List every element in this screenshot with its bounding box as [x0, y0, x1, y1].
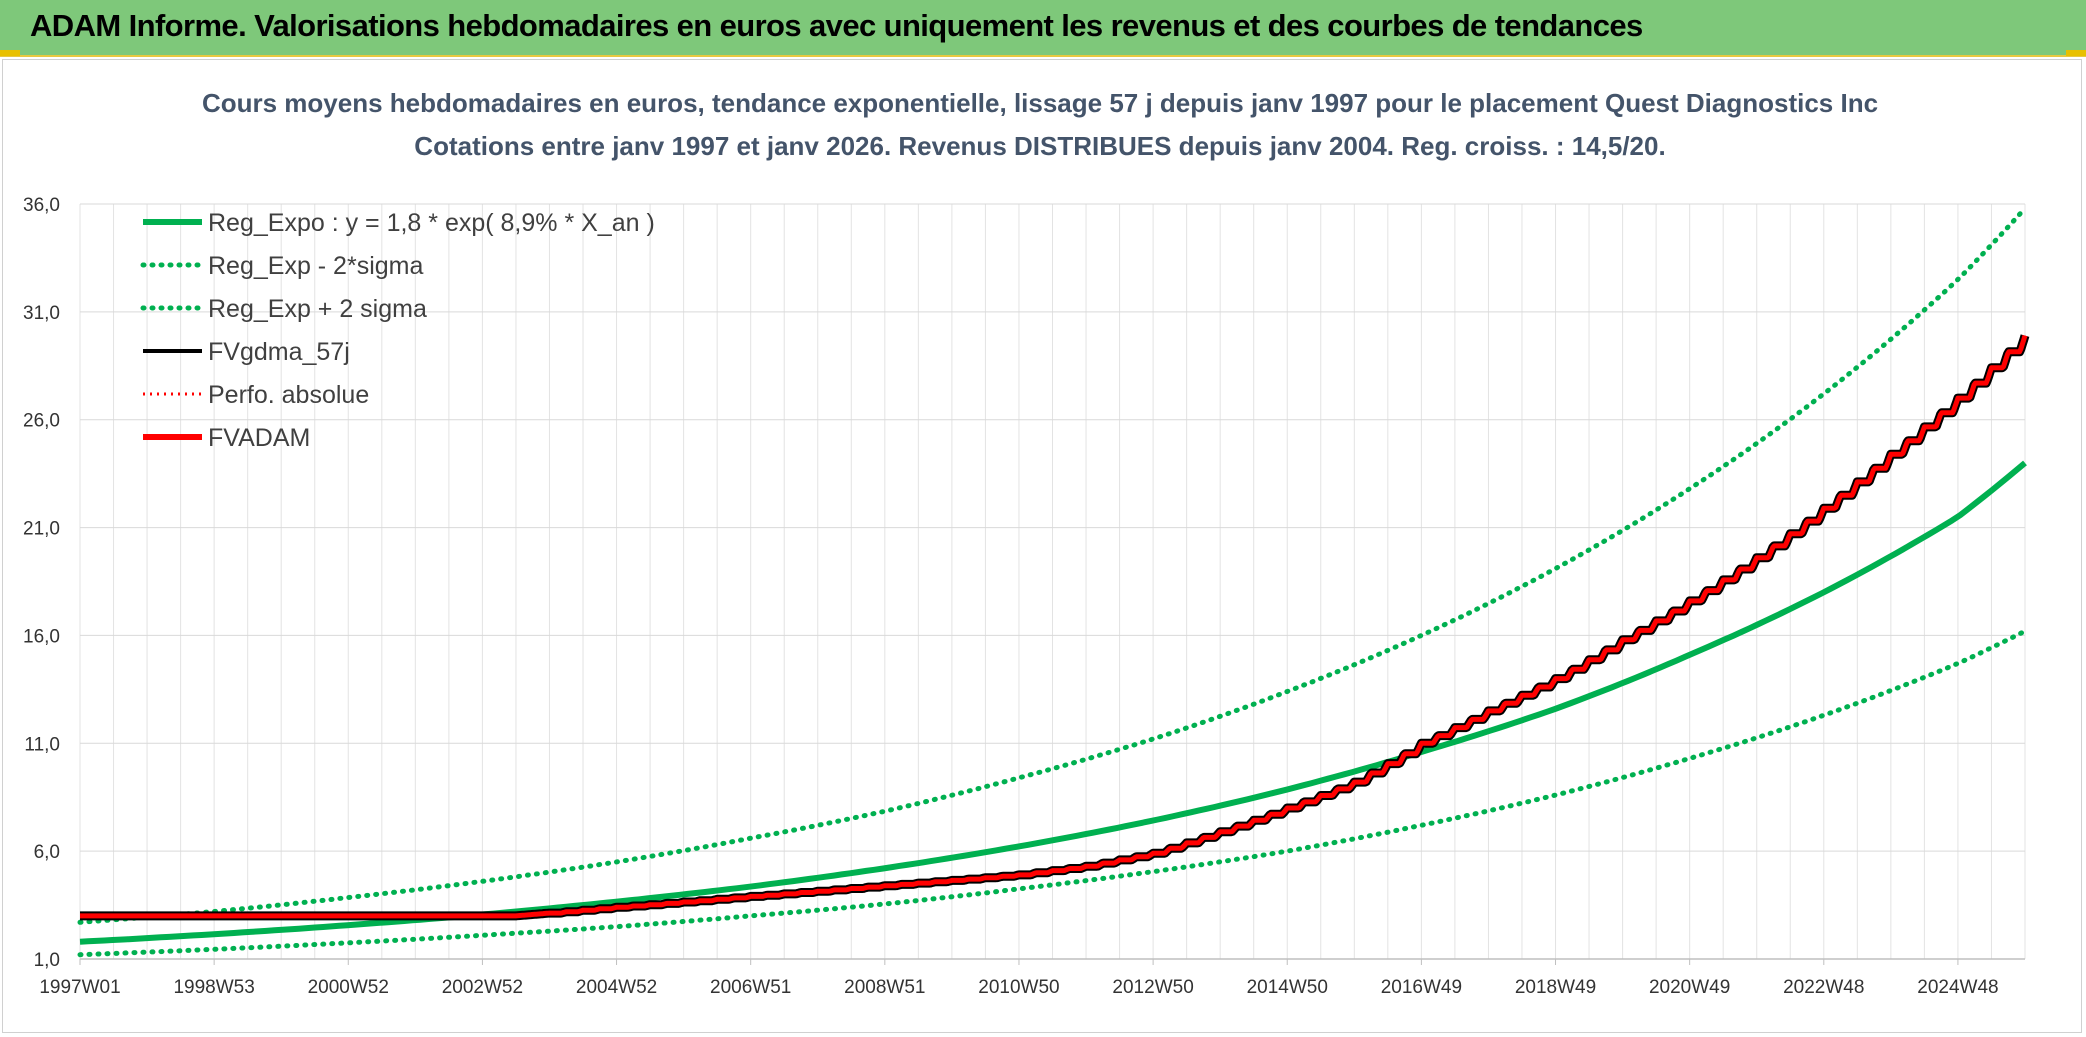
- legend-reg-exp-minus: Reg_Exp - 2*sigma: [140, 252, 423, 280]
- legend-reg-exp-plus: Reg_Exp + 2 sigma: [140, 295, 427, 323]
- x-tick-label: 2000W52: [308, 977, 389, 998]
- y-tick-label: 16,0: [23, 626, 60, 647]
- x-tick-label: 2004W52: [576, 977, 657, 998]
- x-tick-label: 2024W48: [1917, 977, 1998, 998]
- legend-reg-expo: Reg_Expo : y = 1,8 * exp( 8,9% * X_an ): [143, 209, 655, 237]
- reg-exp-plus-2sigma-line: [77, 205, 2028, 925]
- y-tick-label: 36,0: [23, 195, 60, 216]
- series-group: [76, 205, 2030, 958]
- y-tick-label: 6,0: [34, 842, 60, 863]
- header-title: ADAM Informe. Valorisations hebdomadaire…: [30, 8, 1643, 43]
- fvadam-line: [78, 334, 2028, 919]
- x-tick-label: 1998W53: [173, 977, 254, 998]
- legend-label: Reg_Exp - 2*sigma: [208, 252, 423, 280]
- y-tick-label: 31,0: [23, 303, 60, 324]
- y-tick-label: 11,0: [24, 734, 60, 755]
- chart-title: Cours moyens hebdomadaires en euros, ten…: [202, 88, 1878, 118]
- reg-expo-line: [79, 460, 2027, 945]
- chart-subtitle: Cotations entre janv 1997 et janv 2026. …: [414, 131, 1665, 161]
- axes: 1,0 6,0 11,0 16,0 21,0 26,0 31,0 36,0 1997W01 199…: [23, 195, 2025, 998]
- legend-perfo-absolue: Perfo. absolue: [143, 381, 369, 409]
- grid: [79, 203, 2026, 960]
- y-tick-label: 1,0: [34, 950, 60, 971]
- legend-label: FVgdma_57j: [208, 338, 350, 366]
- x-tick-label: 2006W51: [710, 977, 791, 998]
- y-tick-label: 26,0: [23, 411, 60, 432]
- x-tick-label: 2018W49: [1515, 977, 1596, 998]
- legend-fvadam: FVADAM: [143, 424, 310, 452]
- x-tick-label: 1997W01: [39, 977, 120, 998]
- legend-label: Reg_Exp + 2 sigma: [208, 295, 427, 323]
- y-tick-label: 21,0: [23, 519, 60, 540]
- legend-fvgdma: FVgdma_57j: [143, 338, 350, 366]
- legend-label: FVADAM: [208, 424, 310, 452]
- legend-label: Reg_Expo : y = 1,8 * exp( 8,9% * X_an ): [208, 209, 655, 237]
- x-tick-label: 2002W52: [442, 977, 523, 998]
- x-tick-label: 2010W50: [978, 977, 1059, 998]
- corner-accent-left: [0, 50, 20, 56]
- chart-frame: [2, 59, 2082, 1033]
- x-tick-label: 2020W49: [1649, 977, 1730, 998]
- legend: Reg_Expo : y = 1,8 * exp( 8,9% * X_an ) R…: [140, 209, 655, 452]
- header-bar: ADAM Informe. Valorisations hebdomadaire…: [0, 0, 2086, 57]
- corner-accent-right: [2066, 50, 2086, 56]
- x-tick-label: 2016W49: [1381, 977, 1462, 998]
- x-tick-label: 2014W50: [1247, 977, 1328, 998]
- legend-label: Perfo. absolue: [208, 381, 369, 409]
- reg-exp-minus-2sigma-line: [77, 628, 2028, 958]
- x-tick-label: 2012W50: [1112, 977, 1193, 998]
- x-tick-label: 2022W48: [1783, 977, 1864, 998]
- x-tick-label: 2008W51: [844, 977, 925, 998]
